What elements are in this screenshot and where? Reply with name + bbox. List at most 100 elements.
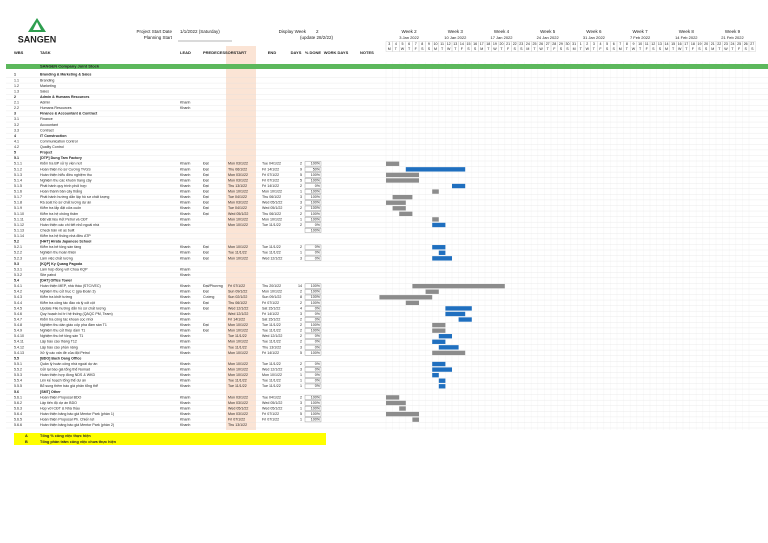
cell: Đạt bbox=[203, 167, 209, 171]
cell: Mon 10/1/22 bbox=[262, 190, 282, 194]
cell: Khanh bbox=[180, 412, 190, 416]
done-box bbox=[304, 350, 322, 356]
weekday: T bbox=[731, 47, 734, 51]
cell: Sales bbox=[40, 89, 49, 93]
done-box bbox=[304, 172, 322, 178]
cell: Fri 07/1/22 bbox=[262, 178, 279, 182]
cell: Quality Control bbox=[40, 145, 64, 149]
cell-days: 2 bbox=[300, 301, 302, 305]
cell: [DAT] Office Tower bbox=[40, 279, 73, 283]
cell-days: 5 bbox=[300, 173, 302, 177]
weekday: M bbox=[526, 47, 529, 51]
cell: Tue 11/1/22 bbox=[262, 223, 281, 227]
value: 2 bbox=[316, 29, 319, 34]
weekday: W bbox=[678, 47, 682, 51]
gantt-bar bbox=[412, 283, 505, 289]
day-number: 5 bbox=[606, 42, 608, 46]
weekday: S bbox=[520, 47, 523, 51]
cell: 5.6.5 bbox=[14, 418, 22, 422]
week-date: 14 Feb 2022 bbox=[675, 35, 698, 40]
cell: 5.2.3 bbox=[14, 256, 22, 260]
day-number: 3 bbox=[593, 42, 595, 46]
cell-days: 2 bbox=[300, 184, 302, 188]
cell: Khanh bbox=[180, 301, 190, 305]
cell: 5.1.4 bbox=[14, 178, 22, 182]
weekday: F bbox=[599, 47, 602, 51]
cell: 5.4 bbox=[14, 279, 19, 283]
cell: Khanh bbox=[180, 212, 190, 216]
cell-days: 5 bbox=[300, 412, 302, 416]
cell: Tue 11/1/22 bbox=[262, 251, 281, 255]
cell: Khanh bbox=[180, 351, 190, 355]
week-label: Week 4 bbox=[494, 29, 510, 34]
gantt-bar bbox=[438, 345, 459, 350]
cell: Khanh bbox=[180, 423, 190, 427]
weekday: W bbox=[493, 47, 497, 51]
cell: Sun 09/1/22 bbox=[262, 295, 281, 299]
cell: Branding & Marketing & Sales bbox=[40, 73, 91, 77]
cell: Phát hành quy trình phối hợp bbox=[40, 184, 87, 188]
cell: Tue 11/1/22 bbox=[228, 384, 247, 388]
cell-done: 0% bbox=[315, 362, 321, 366]
week-date: 31 Jan 2022 bbox=[583, 35, 606, 40]
cell: 5.6.1 bbox=[14, 395, 22, 399]
cell: Nghiệm thu cốt thép dầm T1 bbox=[40, 329, 85, 333]
cell: Mon 10/1/22 bbox=[228, 340, 248, 344]
cell: Kiểm tra bê tông sàn tầng bbox=[40, 245, 81, 249]
cell: Hoàn thiện hợp đồng NDS & WKD bbox=[40, 373, 95, 377]
day-number: 21 bbox=[711, 42, 715, 46]
cell: 5.4.7 bbox=[14, 317, 22, 321]
weekday: F bbox=[738, 47, 741, 51]
cell: Khanh bbox=[180, 106, 190, 110]
gantt-bar bbox=[452, 183, 466, 189]
cell: Đạt bbox=[203, 173, 209, 177]
gantt-bar bbox=[432, 328, 446, 333]
cell-days: 1 bbox=[300, 190, 302, 194]
cell: 5.1.5 bbox=[14, 184, 22, 188]
cell: 5.4.1 bbox=[14, 284, 22, 288]
cell: Đạt bbox=[203, 256, 209, 260]
cell-done: 100% bbox=[311, 178, 321, 182]
gantt-bar bbox=[432, 350, 466, 356]
cell: Khanh bbox=[180, 362, 190, 366]
cell: [HHT] Hirata Japanese School bbox=[40, 240, 91, 244]
cell: Mon 10/1/22 bbox=[228, 223, 248, 227]
cell-days: 2 bbox=[300, 329, 302, 333]
weekday: M bbox=[665, 47, 668, 51]
cell: Khanh bbox=[180, 273, 190, 277]
cell: Khanh bbox=[180, 290, 190, 294]
day-number: 16 bbox=[473, 42, 477, 46]
cell: Hoàn thành bản cây thắng bbox=[40, 189, 82, 194]
cell: 5.1 bbox=[14, 156, 19, 160]
gantt-bar bbox=[438, 384, 446, 389]
cell: 5.6.2 bbox=[14, 401, 22, 405]
week-label: Week 6 bbox=[586, 29, 602, 34]
weekday: S bbox=[474, 47, 477, 51]
cell: 5.4.9 bbox=[14, 329, 22, 333]
gantt-bar bbox=[432, 361, 446, 367]
cell: Wed 05/1/22 bbox=[262, 406, 282, 410]
cell: Khanh bbox=[180, 384, 190, 388]
cell: Khanh bbox=[180, 190, 190, 194]
cell: Khanh bbox=[180, 245, 190, 249]
cell: Thu 06/1/22 bbox=[262, 212, 281, 216]
done-box bbox=[304, 411, 322, 417]
cell: Kiểm tra khởi tường bbox=[40, 295, 72, 299]
cell: Cường bbox=[203, 295, 214, 299]
cell: Finance & Accountant & Contract bbox=[40, 112, 98, 116]
cell-done: 100% bbox=[311, 401, 321, 405]
cell: Tue 11/1/22 bbox=[228, 334, 247, 338]
cell: Hoàn thiện Proposal Ph. Chiến lợi bbox=[40, 418, 94, 422]
cell: Wed 05/1/22 bbox=[228, 406, 248, 410]
gantt-bar bbox=[392, 206, 406, 211]
cell-done: 0% bbox=[315, 256, 321, 260]
day-number: 12 bbox=[651, 42, 655, 46]
day-number: 1 bbox=[580, 42, 582, 46]
done-box bbox=[304, 406, 322, 411]
cell: 5.4.10 bbox=[14, 334, 24, 338]
label: Project Start Date bbox=[136, 29, 172, 34]
done-box bbox=[304, 367, 322, 373]
cell-days: 3 bbox=[300, 201, 302, 205]
cell: Fri 14/1/22 bbox=[262, 184, 279, 188]
cell-done: 100% bbox=[311, 406, 321, 410]
